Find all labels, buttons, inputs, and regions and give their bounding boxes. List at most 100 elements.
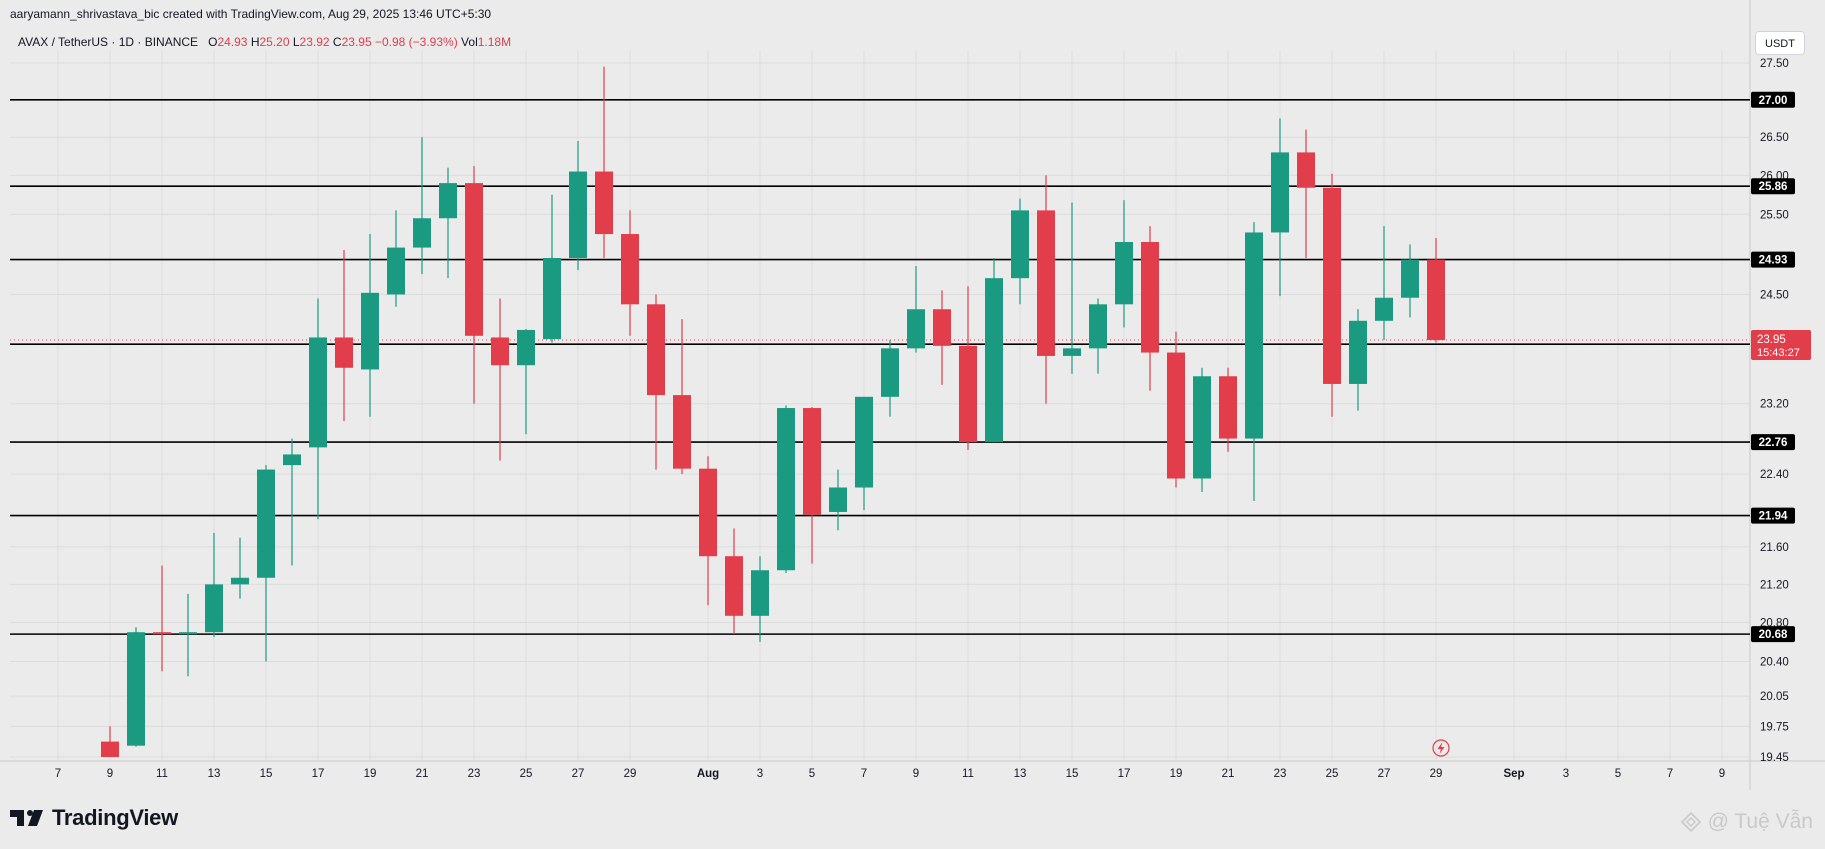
time-tick-label: 23 [468, 768, 481, 780]
candle-body [1349, 320, 1367, 384]
candle [1193, 367, 1211, 493]
candle-body [699, 468, 717, 557]
candle [465, 166, 483, 404]
candle-body [1193, 376, 1211, 479]
price-axis[interactable]: 27.5026.5026.0025.5024.5023.2022.4021.60… [1751, 0, 1825, 764]
candle-body [387, 247, 405, 295]
candle [569, 141, 587, 271]
candles [101, 66, 1445, 757]
candle [179, 593, 197, 677]
candle-body [777, 408, 795, 571]
price-tick-label: 21.60 [1760, 542, 1789, 554]
time-tick-label: 19 [1170, 768, 1183, 780]
countdown-label: 15:43:27 [1757, 347, 1800, 359]
low-value: 23.92 [299, 35, 330, 49]
level-badge: 25.86 [1751, 178, 1795, 195]
time-axis[interactable]: 7 9 11 13 15 17 19 21 23 25 27 29 Aug 3 5 7 9 11 13 15 17 19 2… [55, 768, 1725, 780]
candle [1141, 226, 1159, 391]
created-by-text: aaryamann_shrivastava_bic created with T… [10, 7, 492, 21]
currency-button[interactable]: USDT [1755, 31, 1805, 55]
price-tick-label: 19.75 [1760, 721, 1789, 733]
time-tick-label: 11 [962, 768, 974, 780]
candle [309, 298, 327, 520]
candle-body [1011, 210, 1029, 279]
candle [829, 469, 847, 531]
time-tick-label: 17 [312, 768, 325, 780]
time-tick-label: 3 [757, 768, 763, 780]
time-tick-label: 13 [1014, 768, 1027, 780]
lightning-icon[interactable] [1432, 739, 1450, 757]
volume-value: 1.18M [477, 35, 512, 49]
candle-body [855, 396, 873, 488]
candle-body [1427, 259, 1445, 340]
candle [699, 456, 717, 606]
time-tick-label: 13 [208, 768, 221, 780]
price-tick-label: 21.20 [1760, 579, 1789, 591]
candle [1401, 244, 1419, 318]
tradingview-logo[interactable]: TradingView [10, 805, 178, 830]
time-tick-label: Sep [1503, 768, 1524, 780]
time-tick-label: 15 [1066, 768, 1079, 780]
candle-body [751, 570, 769, 616]
candle [725, 528, 743, 635]
level-badge-label: 24.93 [1759, 255, 1788, 267]
candle [387, 210, 405, 307]
candle-body [1297, 152, 1315, 188]
time-tick-label: 21 [416, 768, 429, 780]
candle [673, 319, 691, 475]
price-tick-label: 20.05 [1760, 691, 1789, 703]
low-label: L [292, 35, 300, 49]
candle-body [985, 278, 1003, 443]
candle-body [309, 337, 327, 448]
grid-lines [0, 0, 1825, 790]
candle [231, 537, 249, 599]
candle-body [725, 556, 743, 616]
candle-body [621, 234, 639, 305]
time-tick-label: 21 [1222, 768, 1235, 780]
current-price-badge-bg [1751, 329, 1811, 360]
candle-body [335, 337, 353, 368]
candle-body [283, 454, 301, 466]
candle [257, 465, 275, 662]
candle [1037, 175, 1055, 404]
candle [985, 257, 1003, 443]
time-tick-label: 17 [1118, 768, 1131, 780]
candle-body [595, 171, 613, 235]
time-tick-label: 5 [809, 768, 815, 780]
time-tick-label: 9 [107, 768, 113, 780]
time-tick-label: 27 [1378, 768, 1391, 780]
horizontal-levels [10, 98, 1750, 635]
price-tick-label: 20.40 [1760, 656, 1789, 668]
candle-body [1037, 210, 1055, 356]
candle-body [569, 171, 587, 258]
level-badge: 24.93 [1751, 251, 1795, 268]
time-tick-label: 7 [1667, 768, 1673, 780]
time-tick-label: Aug [697, 768, 719, 780]
candle [1271, 118, 1289, 297]
level-badge-label: 22.76 [1759, 437, 1788, 449]
level-badge: 20.68 [1751, 626, 1795, 643]
candle [1375, 226, 1393, 340]
time-tick-label: 29 [1430, 768, 1443, 780]
candle [1349, 309, 1367, 411]
candle [1011, 198, 1029, 305]
level-badge: 27.00 [1751, 91, 1795, 108]
candle [361, 234, 379, 417]
candle-body [803, 408, 821, 515]
candle [543, 194, 561, 343]
candle-body [829, 487, 847, 512]
symbol-name[interactable]: AVAX / TetherUS · 1D · BINANCE [18, 35, 199, 49]
candle-body [413, 218, 431, 248]
level-badge-bg [1751, 434, 1795, 451]
level-badge-bg [1751, 626, 1795, 643]
level-badge-bg [1751, 91, 1795, 108]
candle-body [205, 584, 223, 633]
time-tick-label: 9 [1719, 768, 1725, 780]
candle-body [1115, 241, 1133, 305]
price-tick-label: 22.40 [1760, 469, 1789, 481]
candle [751, 556, 769, 642]
tradingview-logo-icon [10, 810, 43, 826]
level-badge-bg [1751, 178, 1795, 195]
candle-body [959, 345, 977, 443]
